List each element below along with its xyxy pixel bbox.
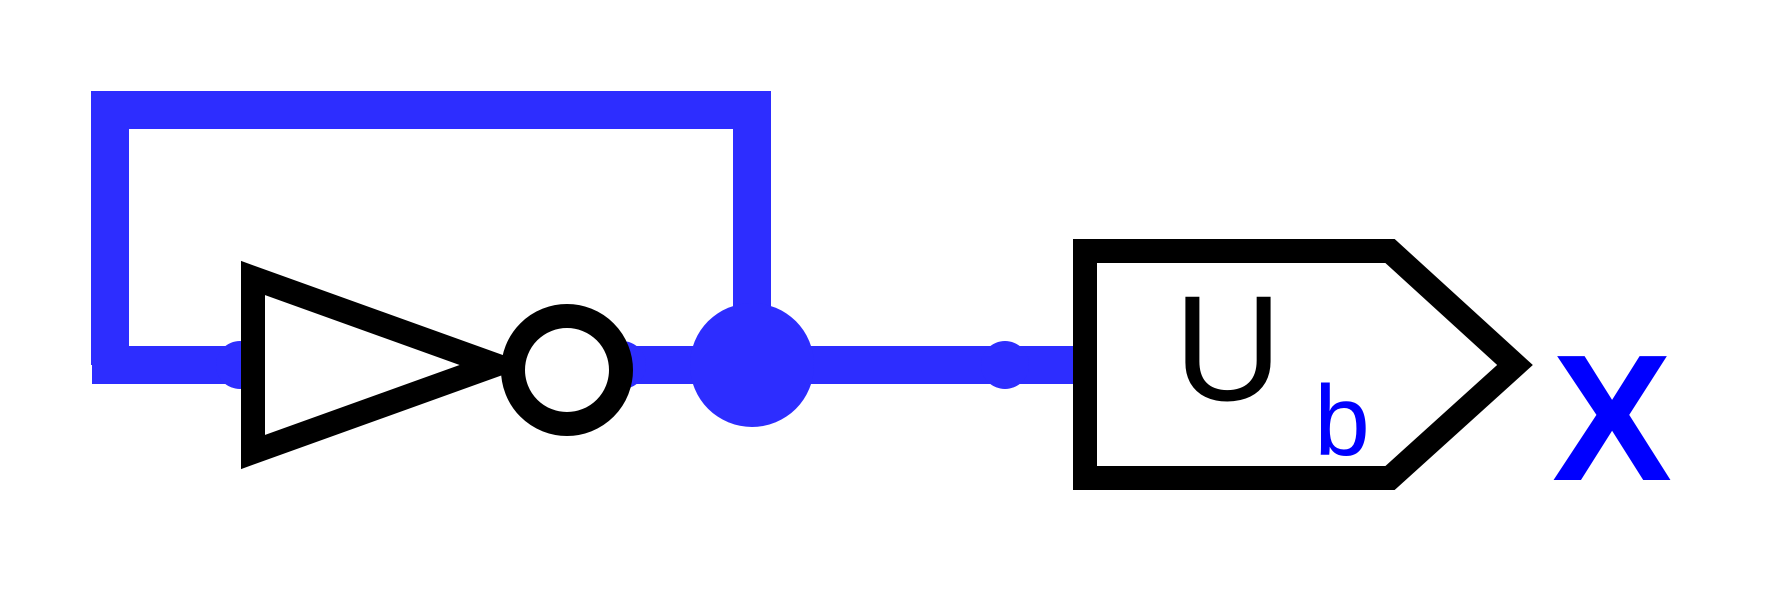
pin-label-sub: b [1314, 365, 1370, 477]
output-pin-icon: U b [1073, 239, 1533, 490]
output-label: X [1552, 318, 1672, 519]
inverter-input-wire [92, 341, 264, 389]
feedback-wire [91, 91, 771, 365]
inverter-output-wire [598, 303, 1080, 427]
not-gate-icon [241, 260, 633, 470]
pin-label-main: U [1174, 264, 1282, 432]
junction-node [690, 303, 814, 427]
pin-input-dot [981, 341, 1029, 389]
